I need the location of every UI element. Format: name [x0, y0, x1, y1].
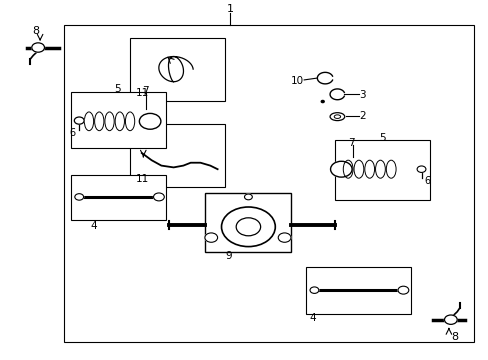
Text: 9: 9: [225, 251, 232, 261]
Bar: [63, 25, 473, 342]
Bar: [334, 140, 429, 200]
Ellipse shape: [343, 160, 352, 178]
Text: 6: 6: [69, 128, 76, 138]
Circle shape: [221, 207, 275, 247]
Text: 5: 5: [378, 133, 385, 143]
Circle shape: [309, 287, 318, 293]
Ellipse shape: [104, 112, 114, 131]
Circle shape: [244, 194, 252, 200]
Circle shape: [139, 113, 161, 129]
Text: 7: 7: [347, 138, 354, 148]
Circle shape: [75, 194, 83, 200]
Circle shape: [74, 117, 84, 124]
Text: 8: 8: [450, 332, 457, 342]
Ellipse shape: [333, 115, 340, 118]
Circle shape: [32, 43, 44, 52]
Text: 8: 8: [32, 26, 39, 36]
Ellipse shape: [115, 112, 124, 131]
Circle shape: [397, 286, 408, 294]
Ellipse shape: [353, 160, 363, 178]
Text: 10: 10: [290, 76, 303, 86]
Bar: [71, 175, 166, 220]
Text: 5: 5: [114, 84, 121, 94]
Text: 4: 4: [308, 313, 315, 323]
Ellipse shape: [125, 112, 134, 131]
Ellipse shape: [329, 113, 344, 121]
Bar: [71, 92, 166, 148]
Circle shape: [278, 233, 290, 242]
Circle shape: [444, 315, 456, 324]
Ellipse shape: [364, 160, 374, 178]
Bar: [205, 193, 290, 252]
Ellipse shape: [375, 160, 385, 178]
Circle shape: [236, 218, 260, 236]
Circle shape: [416, 166, 425, 172]
Text: 1: 1: [226, 4, 233, 14]
Bar: [129, 124, 224, 187]
Text: 6: 6: [424, 176, 430, 186]
Bar: [129, 38, 224, 101]
Circle shape: [330, 161, 351, 177]
Text: 4: 4: [90, 221, 97, 231]
Text: 11: 11: [136, 88, 149, 98]
Text: 2: 2: [359, 111, 366, 121]
Bar: [205, 193, 290, 252]
Ellipse shape: [94, 112, 103, 131]
Circle shape: [153, 193, 164, 201]
Text: 7: 7: [142, 86, 149, 96]
Circle shape: [204, 233, 217, 242]
Bar: [305, 267, 410, 314]
Ellipse shape: [386, 160, 395, 178]
Text: 11: 11: [136, 174, 149, 184]
Circle shape: [321, 100, 324, 103]
Text: 3: 3: [359, 90, 366, 100]
Ellipse shape: [84, 112, 94, 131]
